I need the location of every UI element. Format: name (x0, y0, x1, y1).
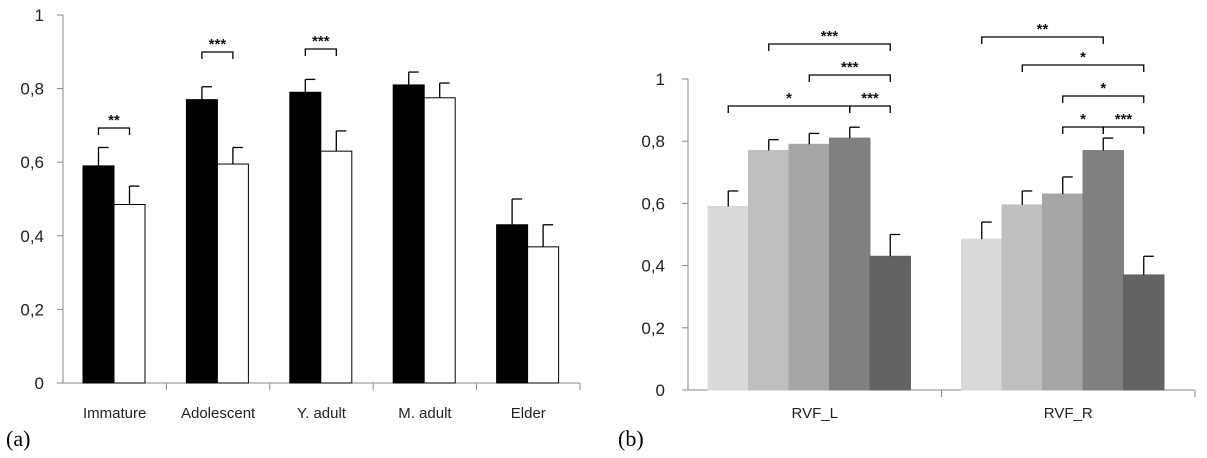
significance-label: *** (209, 36, 227, 53)
y-tick-label: 0,4 (641, 257, 665, 276)
panel-label-a: (a) (6, 426, 30, 451)
significance-bracket (981, 36, 1104, 44)
significance-label: * (1100, 80, 1106, 97)
bar (320, 150, 353, 384)
significance-label: *** (312, 33, 330, 50)
y-tick-label: 1 (656, 70, 665, 89)
significance-label: *** (821, 28, 839, 45)
bar (216, 163, 249, 384)
y-tick-label: 1 (35, 6, 44, 25)
bar (82, 165, 115, 384)
y-tick-label: 0,8 (641, 132, 665, 151)
significance-label: * (1080, 111, 1086, 128)
x-tick-label: Immature (83, 405, 146, 422)
y-tick-label: 0 (35, 374, 44, 393)
significance-label: * (786, 90, 792, 107)
significance-bracket (1062, 126, 1104, 134)
bar (185, 99, 218, 384)
significance-bracket (1021, 64, 1145, 72)
significance-label: ** (108, 112, 120, 129)
bar (423, 97, 456, 384)
bar (961, 238, 1003, 391)
bar (829, 137, 871, 391)
y-tick-label: 0,8 (20, 80, 44, 99)
significance-bracket (97, 127, 131, 135)
bar (289, 91, 322, 384)
significance-label: *** (841, 59, 859, 76)
bar (392, 84, 425, 384)
significance-label: ** (1037, 21, 1049, 38)
bar (496, 224, 529, 384)
x-tick-label: RVF_R (1044, 405, 1093, 422)
bar (1123, 274, 1165, 391)
y-tick-label: 0,2 (641, 319, 665, 338)
bar (1082, 150, 1124, 391)
bar (113, 204, 146, 384)
significance-label: *** (861, 90, 879, 107)
bar (527, 246, 560, 384)
significance-bracket (849, 105, 891, 113)
panel-a: 0 0,2 0,4 0,6 0,8 1 Immature Adolescent Y. adult… (20, 6, 581, 422)
significance-bracket (768, 43, 891, 51)
significance-bracket (201, 51, 234, 59)
bar (869, 255, 911, 391)
x-tick-label: Adolescent (181, 405, 256, 422)
significance-bracket (727, 105, 851, 113)
panel-label-b: (b) (618, 426, 644, 451)
significance-bracket (1102, 126, 1145, 134)
y-tick-label: 0,2 (20, 300, 44, 319)
bar (1001, 204, 1043, 391)
significance-bracket (808, 74, 891, 82)
x-tick-label: Y. adult (297, 405, 347, 422)
x-tick-label: RVF_L (792, 405, 838, 422)
significance-label: *** (1115, 111, 1133, 128)
significance-bracket (1062, 95, 1145, 103)
y-tick-label: 0,6 (20, 153, 44, 172)
x-tick-label: Elder (511, 405, 546, 422)
bar (748, 150, 790, 391)
bar (1042, 193, 1084, 391)
y-tick-label: 0,6 (641, 194, 665, 213)
x-tick-label: M. adult (398, 405, 452, 422)
y-tick-label: 0 (656, 381, 665, 400)
significance-bracket (304, 48, 337, 56)
bar (707, 206, 749, 391)
significance-label: * (1080, 49, 1086, 66)
bar (788, 143, 830, 391)
y-tick-label: 0,4 (20, 227, 44, 246)
